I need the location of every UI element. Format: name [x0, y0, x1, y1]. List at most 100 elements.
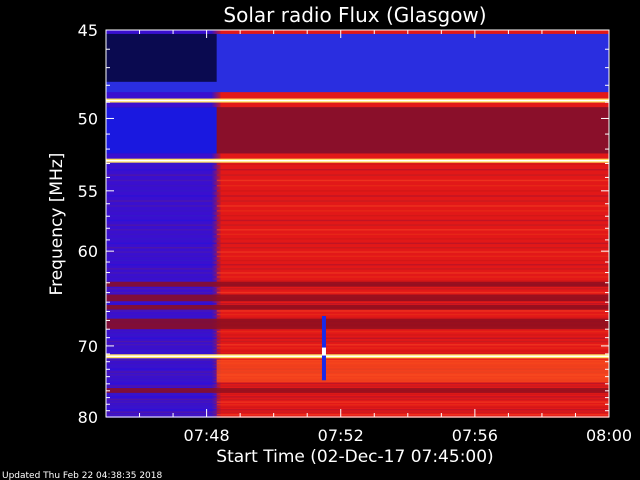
heatmap-stripe	[216, 406, 609, 408]
heatmap-stripe	[106, 247, 217, 249]
heatmap-stripe	[106, 353, 217, 355]
heatmap-stripe	[216, 347, 609, 349]
heatmap-stripe	[106, 401, 217, 403]
y-tick-label: 80	[78, 408, 98, 427]
heatmap-stripe	[106, 340, 217, 343]
heatmap-stripe	[216, 396, 609, 398]
heatmap-stripe	[106, 184, 217, 187]
heatmap-stripe	[106, 251, 217, 253]
heatmap-stripe	[106, 347, 217, 349]
heatmap-stripe	[216, 174, 609, 176]
heatmap-stripe	[216, 291, 609, 294]
heatmap-stripe	[106, 359, 217, 361]
heatmap-stripe	[106, 174, 217, 176]
heatmap-stripe	[216, 255, 609, 258]
heatmap-stripe	[106, 238, 217, 240]
heatmap-stripe	[106, 344, 217, 346]
y-tick-label: 70	[78, 337, 98, 356]
heatmap-stripe	[216, 411, 609, 413]
heatmap-stripe	[216, 247, 609, 249]
heatmap-band	[106, 304, 609, 310]
heatmap-stripe	[216, 233, 609, 236]
heatmap-stripe	[106, 224, 217, 226]
heatmap-stripe	[216, 337, 609, 339]
heatmap-stripe	[216, 409, 609, 411]
heatmap-stripe	[106, 229, 217, 231]
heatmap-stripe	[106, 169, 217, 171]
y-tick-label: 55	[78, 182, 98, 201]
y-tick-label: 60	[78, 242, 98, 261]
heatmap-stripe	[106, 233, 217, 236]
heatmap-stripe	[216, 195, 609, 197]
heatmap-stripe	[106, 291, 217, 294]
heatmap-stripe	[106, 406, 217, 408]
chart-title: Solar radio Flux (Glasgow)	[223, 3, 486, 27]
heatmap-stripe	[216, 403, 609, 406]
heatmap-stripe	[216, 280, 609, 282]
heatmap-stripe	[216, 179, 609, 182]
heatmap-stripe	[106, 179, 217, 182]
heatmap-stripe	[106, 403, 217, 406]
heatmap-band	[106, 294, 609, 302]
heatmap-stripe	[216, 317, 609, 319]
y-axis-label: Frequency [MHz]	[47, 153, 67, 296]
bright-line	[106, 355, 609, 357]
x-tick-label: 07:52	[318, 426, 364, 445]
heatmap-stripe	[106, 393, 217, 395]
y-axis: 45 50 55 60 70 80	[78, 21, 609, 427]
heatmap-stripe	[106, 280, 217, 282]
heatmap-stripe	[106, 374, 217, 376]
heatmap-stripe	[106, 219, 217, 222]
heatmap-stripe	[216, 276, 609, 278]
heatmap-stripe	[216, 393, 609, 395]
heatmap-stripe	[106, 396, 217, 398]
heatmap-stripe	[216, 398, 609, 401]
heatmap-stripe	[106, 382, 217, 385]
x-axis: 07:48 07:52 07:56 08:00	[105, 30, 632, 445]
plot-frame	[105, 29, 610, 418]
heatmap-stripe	[216, 264, 609, 266]
heatmap-stripe	[106, 242, 217, 245]
heatmap-stripe	[216, 344, 609, 346]
heatmap-stripe	[216, 184, 609, 187]
heatmap-stripe	[106, 334, 217, 336]
heatmap-stripe	[216, 350, 609, 352]
heatmap-stripe	[216, 210, 609, 212]
heatmap-stripe	[106, 303, 217, 305]
x-axis-label: Start Time (02-Dec-17 07:45:00)	[216, 447, 493, 467]
heatmap-stripe	[106, 385, 217, 387]
heatmap-stripe	[106, 379, 217, 382]
heatmap-stripe	[216, 259, 609, 262]
heatmap-stripe	[216, 334, 609, 336]
heatmap-stripe	[216, 251, 609, 253]
heatmap-stripe	[216, 242, 609, 245]
heatmap-stripe	[216, 353, 609, 355]
heatmap-stripe	[106, 259, 217, 262]
heatmap-stripe	[216, 382, 609, 385]
heatmap-stripe	[216, 214, 609, 217]
heatmap-stripe	[106, 330, 217, 333]
heatmap-stripe	[216, 224, 609, 226]
heatmap-stripe	[106, 268, 217, 270]
heatmap-band	[106, 33, 217, 82]
heatmap-gap-edge	[210, 30, 221, 417]
heatmap-stripe	[106, 409, 217, 411]
heatmap-stripe	[216, 238, 609, 240]
updated-timestamp: Updated Thu Feb 22 04:38:35 2018	[2, 471, 163, 480]
heatmap-stripe	[216, 413, 609, 416]
heatmap-stripe	[106, 313, 217, 316]
heatmap-band	[106, 318, 609, 330]
heatmap-stripe	[106, 264, 217, 266]
heatmap-stripe	[216, 303, 609, 305]
heatmap-stripe	[216, 190, 609, 192]
y-tick-label: 50	[78, 109, 98, 128]
heatmap-stripe	[216, 340, 609, 343]
heatmap-stripe	[106, 398, 217, 401]
heatmap-gap-region	[106, 30, 217, 417]
bright-line	[106, 99, 609, 102]
heatmap-stripe	[106, 413, 217, 416]
heatmap-stripe	[216, 385, 609, 387]
heatmap-stripe	[216, 219, 609, 222]
heatmap-stripe	[216, 288, 609, 290]
